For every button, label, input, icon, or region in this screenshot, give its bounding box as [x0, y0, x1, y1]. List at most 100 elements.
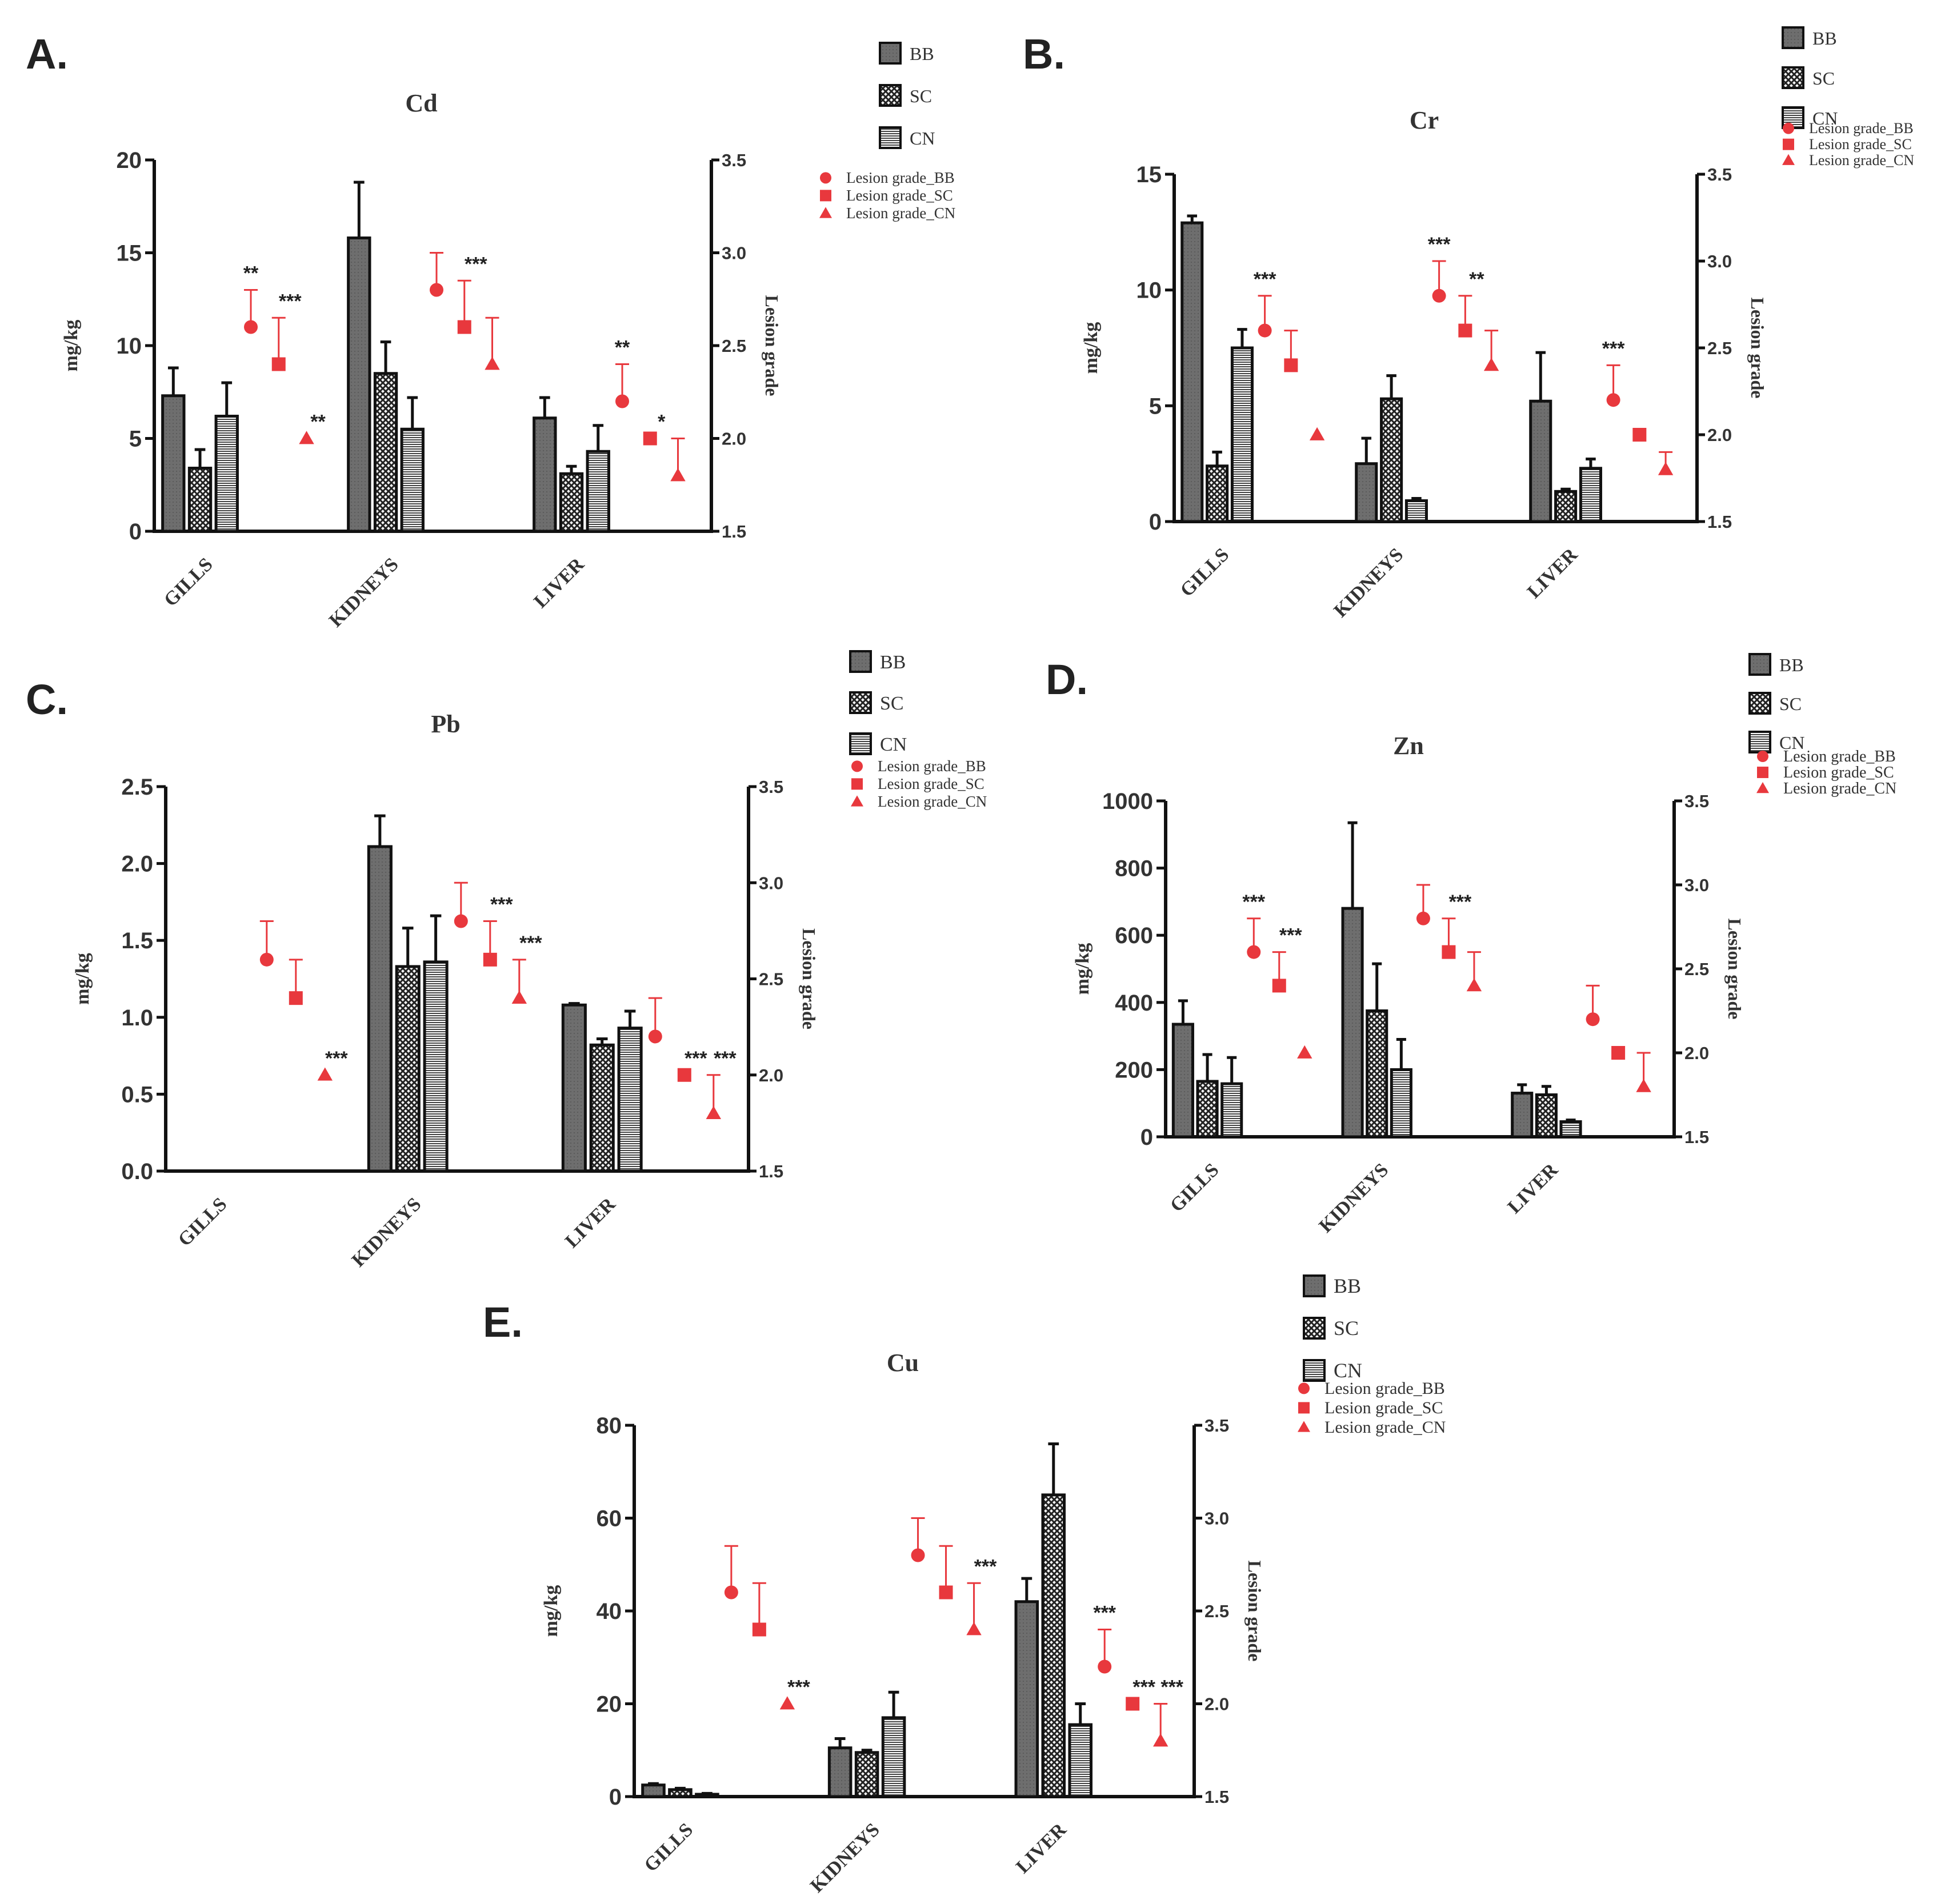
- bar-cn: [214, 415, 239, 533]
- bar-bb: [1171, 1023, 1194, 1139]
- bar-sc: [187, 467, 213, 533]
- legend-label: BB: [1812, 28, 1837, 49]
- legend-marker-sc: [820, 190, 831, 202]
- chart-title: Cd: [405, 89, 437, 117]
- y-axis-label: mg/kg: [541, 1585, 562, 1637]
- panel-letter: E.: [483, 1298, 523, 1346]
- bar-sc: [1554, 490, 1578, 523]
- legend-label: Lesion grade_BB: [1324, 1379, 1445, 1398]
- bar-cn: [1068, 1723, 1093, 1798]
- legend-marker-sc: [851, 778, 863, 790]
- chart-panel-cu: E. Cu 0 20 40 60 80 1.5 2.0 2.5 3.0 3.5 mg/kg Lesion …: [483, 1274, 1446, 1897]
- y2-tick-label: 3.5: [722, 150, 746, 170]
- y-tick-label: 60: [597, 1506, 622, 1532]
- chart-title: Pb: [431, 710, 460, 738]
- y2-tick-label: 3.5: [1707, 165, 1732, 185]
- bar-sc: [559, 472, 584, 533]
- significance-label: **: [310, 411, 326, 433]
- legend-swatch-sc: [1748, 692, 1771, 715]
- lesion-marker-cn: [706, 1105, 721, 1119]
- y2-axis-label: Lesion grade: [1244, 1561, 1265, 1662]
- significance-label: ***: [1602, 338, 1625, 359]
- x-tick-label: LIVER: [1012, 1819, 1071, 1878]
- bar-bb: [1014, 1600, 1039, 1798]
- legend-label: CN: [1779, 732, 1804, 753]
- legend-swatch-cn: [849, 732, 872, 755]
- chart-title: Cu: [887, 1349, 919, 1377]
- bar-cn: [881, 1716, 906, 1798]
- x-tick-label: KIDNEYS: [325, 554, 403, 631]
- y2-tick-label: 2.0: [759, 1065, 783, 1085]
- y-tick-label: 0.0: [121, 1159, 153, 1184]
- lesion-marker-sc: [1442, 945, 1456, 959]
- legend-label: CN: [910, 128, 935, 149]
- legend-marker-bb: [1757, 751, 1768, 763]
- chart-panel-zn: D. Zn 0 200 400 600 800 1000 1.5 2.0 2.5 3.0 3.5 mg/k…: [1046, 653, 1896, 1237]
- y2-tick-label: 1.5: [722, 522, 746, 542]
- legend-label: SC: [1812, 68, 1835, 89]
- bar-sc: [854, 1751, 879, 1798]
- legend-marker-cn: [819, 207, 832, 218]
- y-tick-label: 0: [609, 1785, 622, 1810]
- significance-label: ***: [325, 1048, 348, 1069]
- y2-tick-label: 3.0: [722, 243, 746, 263]
- y2-tick-label: 1.5: [1204, 1787, 1229, 1807]
- bar-cn: [586, 450, 610, 533]
- significance-label: ***: [787, 1677, 810, 1698]
- y2-tick-label: 3.5: [759, 777, 783, 797]
- lesion-marker-bb: [454, 914, 468, 928]
- y-tick-label: 600: [1115, 923, 1153, 948]
- y2-tick-label: 2.0: [1707, 425, 1732, 445]
- bar-sc: [395, 965, 421, 1173]
- legend-label: SC: [880, 693, 904, 714]
- y2-tick-label: 3.0: [1204, 1509, 1229, 1529]
- significance-label: ***: [974, 1556, 997, 1577]
- bar-bb: [533, 416, 557, 533]
- lesion-marker-sc: [939, 1585, 953, 1600]
- lesion-marker-bb: [430, 283, 443, 297]
- y-tick-label: 20: [597, 1692, 622, 1717]
- lesion-marker-cn: [1636, 1079, 1651, 1092]
- significance-label: ***: [685, 1048, 707, 1069]
- legend-marker-bb: [820, 172, 831, 184]
- legend-label: Lesion grade_SC: [878, 775, 984, 792]
- y-tick-label: 0: [1140, 1125, 1153, 1150]
- lesion-marker-sc: [271, 357, 286, 371]
- y2-tick-label: 3.0: [1684, 875, 1709, 895]
- lesion-marker-bb: [615, 394, 629, 408]
- bar-bb: [641, 1783, 666, 1798]
- panel-letter: C.: [26, 676, 68, 723]
- x-tick-label: KIDNEYS: [1330, 544, 1408, 622]
- lesion-marker-bb: [1432, 288, 1446, 303]
- bar-bb: [1355, 462, 1378, 523]
- legend-label: Lesion grade_SC: [1783, 764, 1894, 781]
- x-tick-label: GILLS: [641, 1819, 698, 1876]
- lesion-marker-cn: [1297, 1045, 1312, 1059]
- x-tick-label: GILLS: [160, 554, 217, 611]
- lesion-marker-bb: [724, 1585, 738, 1600]
- x-tick-label: LIVER: [530, 554, 589, 612]
- lesion-marker-sc: [1272, 979, 1286, 993]
- lesion-marker-cn: [1483, 358, 1499, 371]
- legend-marker-cn: [1298, 1421, 1310, 1432]
- bar-sc: [589, 1043, 615, 1173]
- y2-tick-label: 2.5: [722, 336, 746, 356]
- legend-label: BB: [880, 652, 906, 673]
- significance-label: ***: [465, 253, 487, 275]
- significance-label: ***: [1254, 268, 1276, 290]
- y-tick-label: 1.0: [121, 1005, 153, 1031]
- legend-label: BB: [910, 43, 934, 64]
- lesion-marker-sc: [1284, 358, 1298, 372]
- legend-swatch-bb: [879, 42, 902, 65]
- y-axis-label: mg/kg: [1072, 943, 1093, 995]
- panel-letter: B.: [1023, 30, 1065, 78]
- legend-label: CN: [1334, 1359, 1362, 1382]
- x-tick-label: KIDNEYS: [1315, 1159, 1393, 1237]
- significance-label: ***: [1242, 891, 1265, 913]
- bar-sc: [1366, 1009, 1388, 1139]
- legend-label: SC: [910, 86, 932, 106]
- y-tick-label: 1000: [1102, 789, 1153, 814]
- bar-sc: [1380, 397, 1403, 523]
- lesion-marker-bb: [911, 1548, 925, 1562]
